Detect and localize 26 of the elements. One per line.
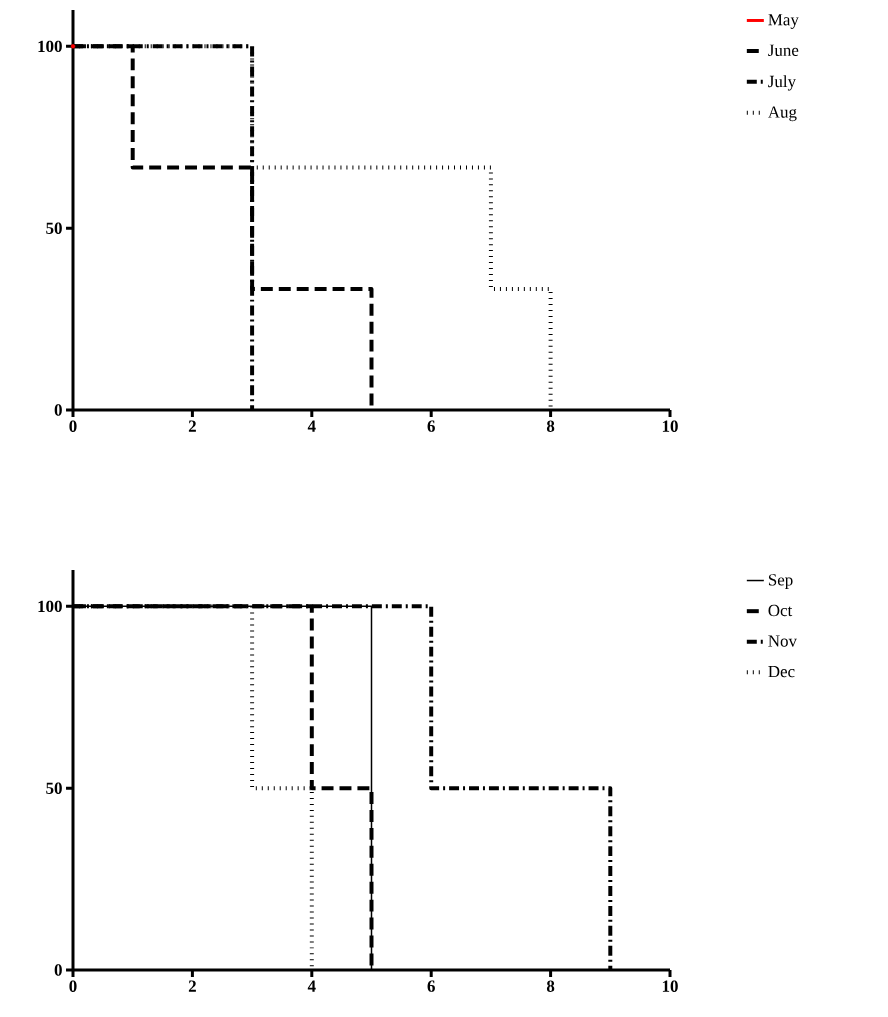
x-tick-label: 2 (188, 980, 196, 992)
y-tick-label: 100 (38, 40, 62, 53)
x-tick-label: 4 (307, 980, 316, 992)
x-tick-label: 10 (662, 980, 678, 992)
y-tick-label: 50 (46, 222, 62, 234)
legend-label: Sep (768, 574, 793, 589)
y-tick-label: 100 (38, 600, 62, 613)
legend-label: May (768, 14, 799, 29)
x-tick-label: 2 (188, 420, 196, 432)
x-tick-label: 0 (69, 980, 77, 992)
legend-label: Nov (768, 635, 797, 647)
x-tick-label: 8 (546, 980, 555, 992)
x-tick-label: 6 (427, 980, 435, 992)
legend-label: Oct (768, 604, 793, 617)
x-tick-label: 0 (69, 420, 77, 432)
legend-label: Aug (767, 106, 797, 122)
legend-label: July (768, 75, 796, 91)
x-tick-label: 4 (307, 420, 316, 432)
x-tick-label: 6 (427, 420, 435, 432)
legend-label: Dec (768, 665, 795, 678)
y-tick-label: 0 (54, 404, 62, 416)
legend-label: June (768, 44, 799, 56)
x-tick-label: 8 (546, 420, 555, 432)
x-tick-label: 10 (662, 420, 678, 432)
y-tick-label: 50 (46, 782, 62, 794)
y-tick-label: 0 (54, 964, 62, 976)
